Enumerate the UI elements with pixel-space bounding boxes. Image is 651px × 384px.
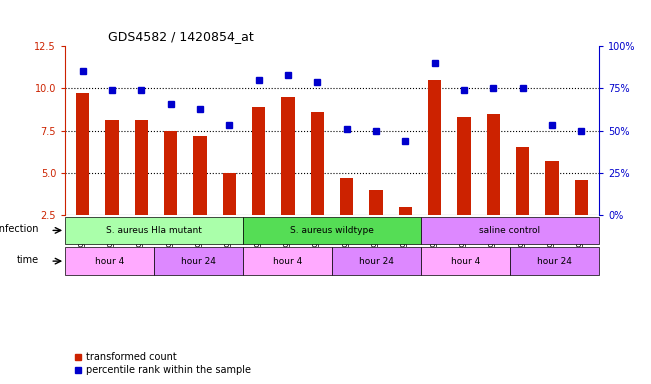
Bar [428, 80, 441, 215]
Bar [311, 112, 324, 215]
Bar [65, 217, 243, 244]
Bar [252, 107, 266, 215]
Bar [487, 114, 500, 215]
Text: hour 24: hour 24 [181, 257, 216, 266]
Text: hour 4: hour 4 [451, 257, 480, 266]
Text: time: time [16, 255, 38, 265]
Bar [332, 247, 421, 275]
Bar [105, 121, 118, 215]
Text: hour 4: hour 4 [95, 257, 124, 266]
Bar [398, 207, 412, 215]
Text: S. aureus Hla mutant: S. aureus Hla mutant [106, 226, 202, 235]
Text: saline control: saline control [479, 226, 540, 235]
Bar [193, 136, 206, 215]
Text: GDS4582 / 1420854_at: GDS4582 / 1420854_at [108, 30, 253, 43]
Bar [243, 247, 332, 275]
Bar [243, 217, 421, 244]
Bar [340, 178, 353, 215]
Bar [135, 121, 148, 215]
Bar [281, 97, 295, 215]
Bar [421, 247, 510, 275]
Bar [223, 173, 236, 215]
Text: S. aureus wildtype: S. aureus wildtype [290, 226, 374, 235]
Bar [546, 161, 559, 215]
Text: hour 24: hour 24 [359, 257, 394, 266]
Text: hour 24: hour 24 [537, 257, 572, 266]
Bar [510, 247, 599, 275]
Bar [458, 117, 471, 215]
Bar [65, 247, 154, 275]
Bar [516, 147, 529, 215]
Bar [575, 180, 588, 215]
Bar [421, 217, 599, 244]
Legend: transformed count, percentile rank within the sample: transformed count, percentile rank withi… [70, 348, 255, 379]
Text: hour 4: hour 4 [273, 257, 302, 266]
Bar [76, 93, 89, 215]
Bar [369, 190, 383, 215]
Text: infection: infection [0, 224, 38, 234]
Bar [164, 131, 177, 215]
Bar [154, 247, 243, 275]
